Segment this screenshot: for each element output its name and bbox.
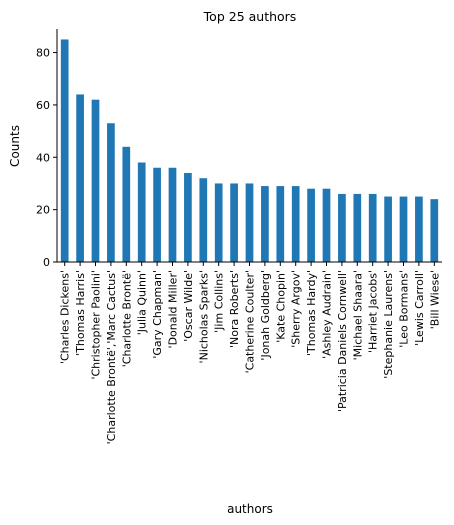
bar bbox=[122, 146, 131, 262]
x-tick-label: 'Jonah Goldberg' bbox=[259, 270, 272, 361]
bar bbox=[261, 186, 269, 262]
bar bbox=[276, 186, 285, 262]
x-tick-label: 'Christopher Paolini' bbox=[90, 270, 103, 380]
bar bbox=[338, 193, 346, 262]
x-tick-label: 'Nora Roberts' bbox=[228, 270, 241, 348]
x-tick-label: 'Oscar Wilde' bbox=[182, 270, 195, 342]
x-axis-label: authors bbox=[227, 502, 273, 516]
bar bbox=[60, 39, 69, 262]
x-tick-label: 'Lewis Carroll' bbox=[413, 270, 426, 346]
bar bbox=[214, 183, 223, 262]
x-tick-label: 'Thomas Harris' bbox=[74, 270, 87, 356]
bar bbox=[168, 167, 177, 262]
y-tick-label: 40 bbox=[36, 151, 50, 164]
bar bbox=[415, 196, 423, 262]
bar bbox=[199, 178, 208, 262]
x-tick-label: 'Patricia Daniels Cornwell' bbox=[336, 270, 349, 412]
bar bbox=[91, 99, 100, 262]
bar bbox=[291, 186, 300, 262]
y-tick-label: 60 bbox=[36, 99, 50, 112]
bar bbox=[137, 162, 146, 262]
bar bbox=[353, 193, 362, 262]
x-tick-label: 'Ashley Audrain' bbox=[321, 270, 334, 359]
y-axis-label: Counts bbox=[8, 125, 22, 167]
x-tick-label: 'Gary Chapman' bbox=[151, 270, 164, 359]
bars-group bbox=[60, 39, 439, 263]
x-tick-label: 'Julia Quinn' bbox=[136, 270, 149, 335]
bar bbox=[230, 183, 238, 262]
bar bbox=[368, 193, 377, 262]
x-tick-label: 'Thomas Hardy' bbox=[305, 270, 318, 356]
x-tick-label: 'Michael Shaara' bbox=[351, 270, 364, 360]
x-tick-label: 'Stephanie Laurens' bbox=[382, 270, 395, 379]
chart-title: Top 25 authors bbox=[203, 9, 297, 24]
x-tick-label: 'Harriet Jacobs' bbox=[367, 270, 380, 353]
bar bbox=[430, 199, 439, 262]
bar bbox=[384, 196, 392, 262]
x-tick-label: 'Catherine Coulter' bbox=[244, 270, 257, 373]
x-tick-label: 'Charlotte Brontë' bbox=[120, 270, 133, 367]
bar bbox=[322, 188, 331, 262]
bar bbox=[107, 123, 115, 262]
bar bbox=[76, 94, 84, 263]
x-tick-label: 'Donald Miller' bbox=[167, 270, 180, 348]
x-tick-label: 'Leo Bormans' bbox=[398, 270, 411, 348]
bar bbox=[307, 188, 315, 262]
x-tick-label: 'Nicholas Sparks' bbox=[197, 270, 210, 363]
bar bbox=[399, 196, 408, 262]
x-tick-label: 'Charles Dickens' bbox=[59, 270, 72, 364]
y-tick-label: 80 bbox=[36, 47, 50, 60]
bar bbox=[184, 172, 192, 262]
x-tick-label: 'Charlotte Brontë','Marc Cactus' bbox=[105, 270, 118, 444]
bar bbox=[153, 167, 161, 262]
bar bbox=[245, 183, 254, 262]
x-tick-label: 'Sherry Argov' bbox=[290, 270, 303, 348]
x-tick-label: 'Jim Collins' bbox=[213, 270, 226, 333]
x-tick-label: 'Kate Chopin' bbox=[274, 270, 287, 343]
y-tick-label: 0 bbox=[43, 256, 50, 269]
x-tick-label: 'Bill Wiese' bbox=[428, 270, 441, 329]
x-axis-ticks: 'Charles Dickens' 'Thomas Harris' 'Christo… bbox=[59, 262, 441, 444]
y-axis-ticks: 0 20 40 60 80 bbox=[36, 47, 57, 269]
y-tick-label: 20 bbox=[36, 204, 50, 217]
